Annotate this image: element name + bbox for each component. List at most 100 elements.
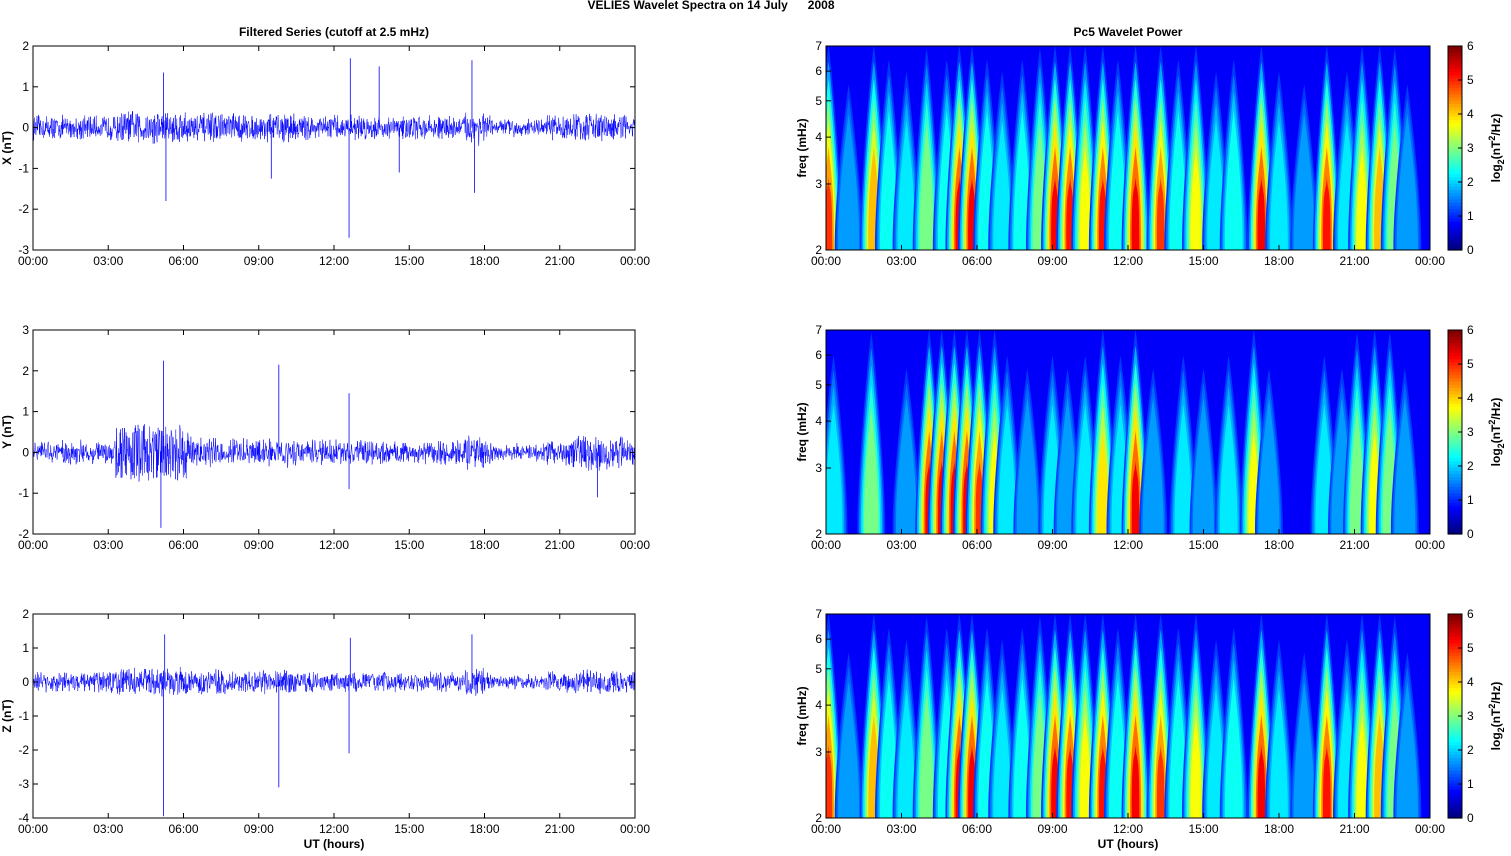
x-tick-label: 15:00 xyxy=(1188,254,1218,268)
x-tick-label: 12:00 xyxy=(1113,538,1143,552)
power-contour xyxy=(993,688,1012,818)
colorbar-tick-label: 6 xyxy=(1467,39,1474,53)
colorbar-cell xyxy=(1448,626,1462,631)
colorbar-cell xyxy=(1448,438,1462,443)
colorbar-cell xyxy=(1448,144,1462,149)
y-tick-label: 6 xyxy=(815,348,822,362)
axes-box xyxy=(32,45,636,251)
power-contour xyxy=(1079,714,1091,818)
colorbar-cell xyxy=(1448,639,1462,644)
colorbar-cell xyxy=(1448,68,1462,73)
colorbar-cell xyxy=(1448,489,1462,494)
y-tick-label: 1 xyxy=(22,641,29,655)
colorbar-cell xyxy=(1448,349,1462,353)
colorbar-tick-label: 4 xyxy=(1467,675,1474,689)
colorbar-cell xyxy=(1448,419,1462,424)
colorbar-cell xyxy=(1448,416,1462,420)
x-tick-label: 00:00 xyxy=(620,538,650,552)
power-contour xyxy=(1293,681,1315,818)
y-axis-label: Z (nT) xyxy=(0,699,14,732)
y-tick-label: 2 xyxy=(815,243,822,257)
y-tick-label: 1 xyxy=(22,80,29,94)
y-tick-label: 5 xyxy=(815,378,822,392)
colorbar-label: log2(nT2/Hz) xyxy=(1487,682,1506,751)
colorbar-cell xyxy=(1448,400,1462,404)
y-tick-label: 5 xyxy=(815,94,822,108)
colorbar-cell xyxy=(1448,339,1462,344)
spectrogram-panel-2: 00:00 03:00 06:00 09:00 12:00 15:00 18:00 21:00… xyxy=(795,323,1506,552)
colorbar-cell xyxy=(1448,763,1462,768)
colorbar-cell xyxy=(1448,119,1462,124)
y-tick-label: -1 xyxy=(18,161,29,175)
colorbar-cell xyxy=(1448,403,1462,408)
colorbar-cell xyxy=(1448,330,1462,334)
colorbar-cell xyxy=(1448,74,1462,79)
colorbar-cell xyxy=(1448,186,1462,191)
colorbar-tick-label: 4 xyxy=(1467,391,1474,405)
colorbar-cell xyxy=(1448,690,1462,695)
power-contour xyxy=(1258,397,1280,534)
colorbar-cell xyxy=(1448,684,1462,688)
power-contour xyxy=(1142,397,1164,534)
power-contour xyxy=(1323,176,1331,250)
colorbar-tick-label: 5 xyxy=(1467,73,1474,87)
colorbar-tick-label: 0 xyxy=(1467,243,1474,257)
power-contour xyxy=(998,404,1017,534)
colorbar-cell xyxy=(1448,786,1462,790)
colorbar-cell xyxy=(1448,693,1462,698)
colorbar-cell xyxy=(1448,703,1462,708)
colorbar-cell xyxy=(1448,112,1462,117)
colorbar-cell xyxy=(1448,352,1462,357)
colorbar-cell xyxy=(1448,447,1462,452)
colorbar-cell xyxy=(1448,473,1462,478)
colorbar-cell xyxy=(1448,345,1462,350)
x-tick-label: 06:00 xyxy=(962,822,992,836)
colorbar-tick-label: 2 xyxy=(1467,459,1474,473)
colorbar-cell xyxy=(1448,770,1462,774)
power-contour xyxy=(919,690,934,818)
y-tick-label: 2 xyxy=(22,607,29,621)
colorbar-cell xyxy=(1448,773,1462,778)
colorbar-cell xyxy=(1448,757,1462,762)
colorbar-cell xyxy=(1448,214,1462,219)
colorbar-cell xyxy=(1448,779,1462,784)
y-tick-label: -2 xyxy=(18,743,29,757)
y-tick-label: -2 xyxy=(18,202,29,216)
y-tick-label: 3 xyxy=(22,323,29,337)
axes-box xyxy=(32,613,636,819)
colorbar-cell xyxy=(1448,792,1462,797)
x-tick-label: 00:00 xyxy=(620,822,650,836)
power-contour xyxy=(1156,176,1165,250)
colorbar-cell xyxy=(1448,425,1462,430)
colorbar-cell xyxy=(1448,505,1462,510)
colorbar-cell xyxy=(1448,141,1462,146)
y-tick-label: 3 xyxy=(815,461,822,475)
x-tick-label: 00:00 xyxy=(1415,538,1445,552)
colorbar-cell xyxy=(1448,58,1462,63)
colorbar-label: log2(nT2/Hz) xyxy=(1487,114,1506,183)
colorbar-cell xyxy=(1448,502,1462,506)
colorbar-cell xyxy=(1448,524,1462,529)
colorbar-cell xyxy=(1448,412,1462,417)
colorbar-cell xyxy=(1448,365,1462,369)
colorbar-cell xyxy=(1448,409,1462,414)
power-contour xyxy=(1356,714,1368,818)
colorbar-cell xyxy=(1448,776,1462,781)
colorbar-cell xyxy=(1448,457,1462,462)
x-tick-label: 18:00 xyxy=(1264,538,1294,552)
colorbar-cell xyxy=(1448,189,1462,194)
colorbar-cell xyxy=(1448,374,1462,379)
colorbar-cell xyxy=(1448,55,1462,60)
colorbar-tick-label: 3 xyxy=(1467,425,1474,439)
y-tick-label: -4 xyxy=(18,811,29,825)
colorbar-cell xyxy=(1448,240,1462,245)
y-tick-label: 0 xyxy=(22,445,29,459)
colorbar-cell xyxy=(1448,192,1462,197)
colorbar-cell xyxy=(1448,371,1462,376)
colorbar-cell xyxy=(1448,802,1462,806)
colorbar-cell xyxy=(1448,486,1462,490)
power-contour xyxy=(1257,744,1266,818)
colorbar-cell xyxy=(1448,518,1462,522)
power-contour xyxy=(1190,146,1202,250)
colorbar-cell xyxy=(1448,483,1462,487)
